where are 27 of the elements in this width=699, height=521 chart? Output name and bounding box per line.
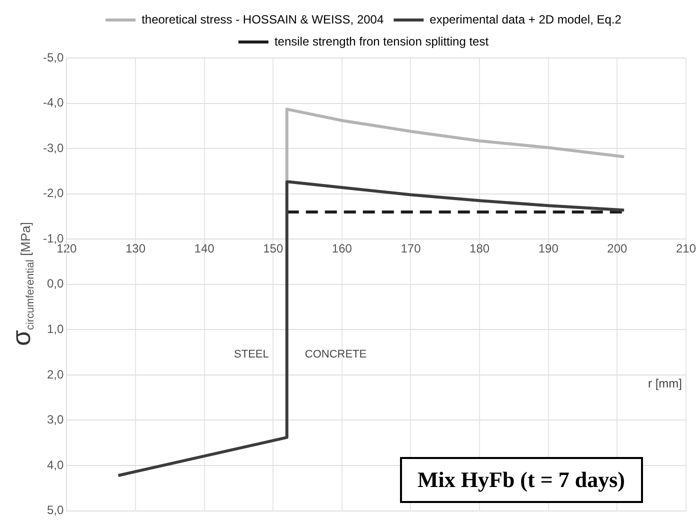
y-tick-label: -3,0 [42,140,64,155]
y-tick-label: 4,0 [46,458,64,472]
annotation: STEEL [234,348,269,361]
x-tick-label: 170 [400,242,422,256]
y-tick-label: -4,0 [42,96,64,110]
x-tick-label: 180 [470,242,490,256]
annotation: Mix HyFb (t = 7 days) [400,457,643,503]
annotation: CONCRETE [304,348,367,361]
y-tick-label: 1,0 [46,322,64,336]
legend-label: experimental data + 2D model, Eq.2 [430,12,622,26]
x-tick-label: 190 [538,242,559,256]
x-axis-title: r [mm] [648,376,682,390]
y-tick-label: -2,0 [42,186,64,200]
legend-label: tensile strength fron tension splitting test [274,34,490,48]
y-tick-label: 5,0 [46,503,64,518]
y-tick-label: -5,0 [42,50,64,64]
y-tick-label: 2,0 [46,367,64,382]
x-tick-label: 130 [125,242,146,256]
x-tick-label: 140 [194,242,215,256]
x-tick-label: 150 [263,242,284,256]
y-tick-label: -1,0 [42,231,64,246]
x-tick-label: 210 [676,242,696,256]
x-tick-label: 160 [332,242,352,256]
legend-label: theoretical stress - HOSSAIN & WEISS, 2004 [142,12,384,26]
y-tick-label: 3,0 [46,412,64,427]
x-tick-label: 200 [607,242,628,256]
y-tick-label: 0,0 [46,276,64,291]
